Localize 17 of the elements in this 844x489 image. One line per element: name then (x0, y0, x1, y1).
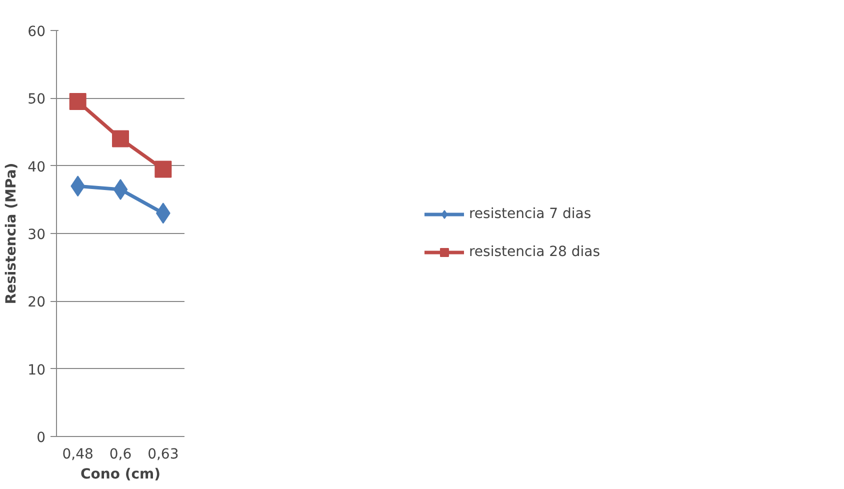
y-tick-label: 60 (28, 24, 46, 40)
x-tick-label: 0,6 (109, 446, 132, 462)
y-tick-label: 10 (28, 362, 46, 378)
y-axis-title: Resistencia (MPa) (4, 162, 20, 304)
y-tick-label: 20 (28, 294, 46, 311)
y-tick-label: 0 (36, 430, 46, 446)
y-tick-label: 40 (28, 159, 46, 176)
point (154, 160, 172, 178)
x-tick-label: 0,48 (62, 446, 94, 462)
legend-label: resistencia 28 dias (468, 244, 600, 260)
x-tick-label: 0,63 (148, 446, 179, 462)
point (69, 93, 86, 110)
x-axis-title: Cono (cm) (80, 466, 161, 482)
point (112, 130, 129, 148)
legend-label: resistencia 7 dias (468, 206, 592, 222)
y-tick-label: 30 (28, 227, 46, 243)
y-tick-label: 50 (28, 92, 46, 108)
